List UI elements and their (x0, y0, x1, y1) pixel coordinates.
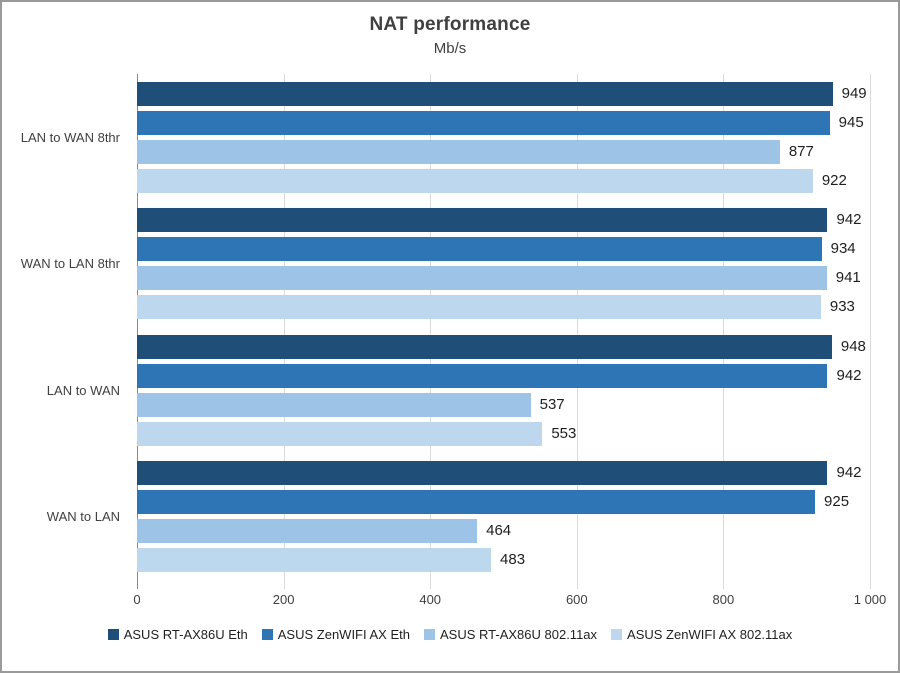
bar-value-label: 877 (788, 142, 814, 160)
bar-value-label: 942 (836, 366, 862, 384)
axis-line (137, 74, 138, 589)
x-tick-label: 1 000 (853, 592, 887, 607)
x-tick-label: 0 (133, 592, 141, 607)
bar (137, 548, 492, 573)
category-label: WAN to LAN (46, 509, 120, 525)
x-tick-label: 800 (712, 592, 735, 607)
bar (137, 392, 531, 417)
gridline (283, 74, 285, 589)
bar-value-label: 948 (840, 337, 866, 355)
chart-title: NAT performance (369, 14, 531, 35)
x-tick-label: 400 (419, 592, 442, 607)
bar-value-label: 537 (539, 395, 565, 413)
legend-item: ASUS RT-AX86U Eth (107, 627, 248, 642)
bar (137, 334, 832, 359)
legend-item: ASUS ZenWIFI AX 802.11ax (611, 627, 792, 642)
category-label: LAN to WAN (46, 382, 120, 398)
bar (137, 81, 833, 106)
gridline (723, 74, 725, 589)
bar (137, 519, 478, 544)
category-axis: LAN to WAN 8thr WAN to LAN 8thr LAN to WAN… (2, 74, 120, 580)
legend-label: ASUS RT-AX86U 802.11ax (439, 627, 598, 642)
bar (137, 168, 813, 193)
bar-value-label: 483 (500, 551, 526, 569)
bar-value-label: 934 (830, 240, 856, 258)
bar-value-label: 925 (824, 493, 850, 511)
bar-value-label: 945 (838, 113, 864, 131)
bar (137, 237, 822, 262)
bar (137, 490, 816, 515)
legend: ASUS RT-AX86U Eth ASUS ZenWIFI AX Eth ASUS… (2, 627, 898, 642)
bar (137, 421, 543, 446)
bar (137, 266, 827, 291)
bar-value-label: 933 (829, 298, 855, 316)
legend-label: ASUS ZenWIFI AX 802.11ax (627, 627, 793, 642)
gridline (576, 74, 578, 589)
legend-swatch (107, 629, 119, 640)
plot-area: 949 945 877 922 942 934 941 933 948 942 537 553 942 9… (137, 74, 871, 589)
legend-label: ASUS RT-AX86U Eth (123, 627, 248, 642)
bar (137, 110, 830, 135)
bar (137, 139, 780, 164)
bar (137, 461, 828, 486)
x-tick-label: 600 (565, 592, 588, 607)
bar (137, 363, 828, 388)
legend-item: ASUS ZenWIFI AX Eth (261, 627, 410, 642)
legend-swatch (611, 629, 623, 640)
bar-value-label: 942 (836, 464, 862, 482)
gridline (870, 74, 871, 589)
bar-value-label: 942 (836, 211, 862, 229)
x-tick-label: 200 (272, 592, 295, 607)
gridline (430, 74, 432, 589)
legend-label: ASUS ZenWIFI AX Eth (277, 627, 410, 642)
chart-subtitle: Mb/s (433, 40, 467, 57)
category-label: LAN to WAN 8thr (20, 129, 120, 145)
category-label: WAN to LAN 8thr (20, 256, 120, 272)
bar (137, 295, 821, 320)
legend-item: ASUS RT-AX86U 802.11ax (423, 627, 598, 642)
bar-value-label: 464 (486, 522, 512, 540)
bar-value-label: 941 (835, 269, 861, 287)
bar-value-label: 949 (841, 84, 867, 102)
bar (137, 208, 828, 233)
legend-swatch (423, 629, 435, 640)
bar-value-label: 922 (821, 171, 847, 189)
legend-swatch (261, 629, 273, 640)
bar-value-label: 553 (551, 424, 577, 442)
